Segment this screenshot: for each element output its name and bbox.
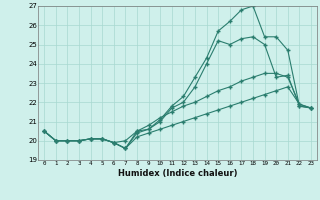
- X-axis label: Humidex (Indice chaleur): Humidex (Indice chaleur): [118, 169, 237, 178]
